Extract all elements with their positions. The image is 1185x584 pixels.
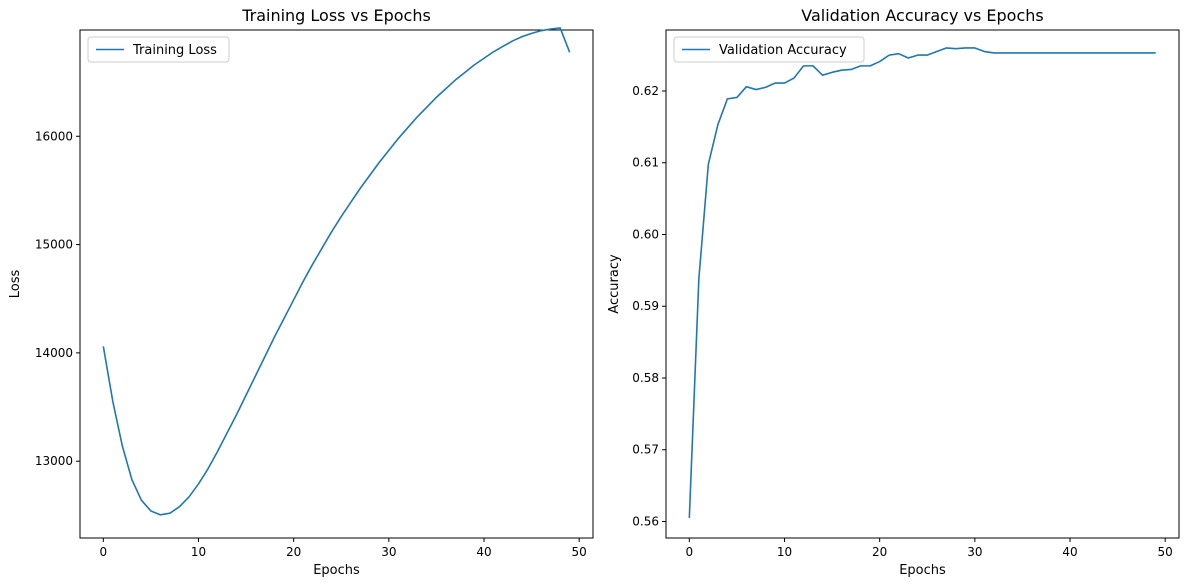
x-tick-label: 20	[286, 545, 301, 559]
legend-entry: Training Loss	[132, 43, 217, 58]
x-tick-label: 0	[99, 545, 107, 559]
y-tick-label: 0.59	[632, 299, 659, 313]
x-tick-label: 30	[967, 545, 982, 559]
y-tick-label: 14000	[35, 346, 73, 360]
plot-frame	[665, 29, 1180, 539]
series-line	[102, 27, 571, 516]
y-axis-label: Accuracy	[607, 254, 622, 314]
y-tick-label: 0.60	[632, 227, 659, 241]
x-tick-label: 20	[872, 545, 887, 559]
y-axis-label: Loss	[8, 270, 23, 299]
x-tick-label: 50	[1158, 545, 1173, 559]
y-tick-label: 16000	[35, 129, 73, 143]
y-tick-label: 13000	[35, 454, 73, 468]
plot-frame	[79, 29, 594, 539]
x-tick-label: 30	[381, 545, 396, 559]
y-tick-label: 0.57	[632, 443, 659, 457]
chart-title: Validation Accuracy vs Epochs	[801, 6, 1043, 25]
x-tick-label: 10	[191, 545, 206, 559]
series-line	[688, 47, 1156, 518]
chart-title: Training Loss vs Epochs	[241, 6, 431, 25]
x-tick-label: 50	[572, 545, 587, 559]
x-axis-label: Epochs	[313, 563, 360, 578]
y-tick-label: 0.62	[632, 84, 659, 98]
x-axis-label: Epochs	[899, 563, 946, 578]
y-tick-label: 0.61	[632, 156, 659, 170]
y-tick-label: 0.56	[632, 514, 659, 528]
legend: Training Loss	[87, 36, 230, 63]
x-tick-label: 40	[476, 545, 491, 559]
legend-box	[673, 36, 865, 63]
legend: Validation Accuracy	[673, 36, 865, 63]
y-tick-label: 15000	[35, 238, 73, 252]
y-tick-label: 0.58	[632, 371, 659, 385]
legend-entry: Validation Accuracy	[719, 43, 847, 58]
legend-box	[87, 36, 230, 63]
x-tick-label: 10	[777, 545, 792, 559]
training-loss-chart: 0 10 20 30 40 50 13000 14000 15000 16000 Training …	[8, 6, 594, 578]
validation-accuracy-chart: 0 10 20 30 40 50 0.56 0.57 0.58 0.59 0.60 0.61 0.62 V…	[607, 6, 1180, 578]
x-tick-label: 40	[1062, 545, 1077, 559]
x-tick-label: 0	[685, 545, 693, 559]
